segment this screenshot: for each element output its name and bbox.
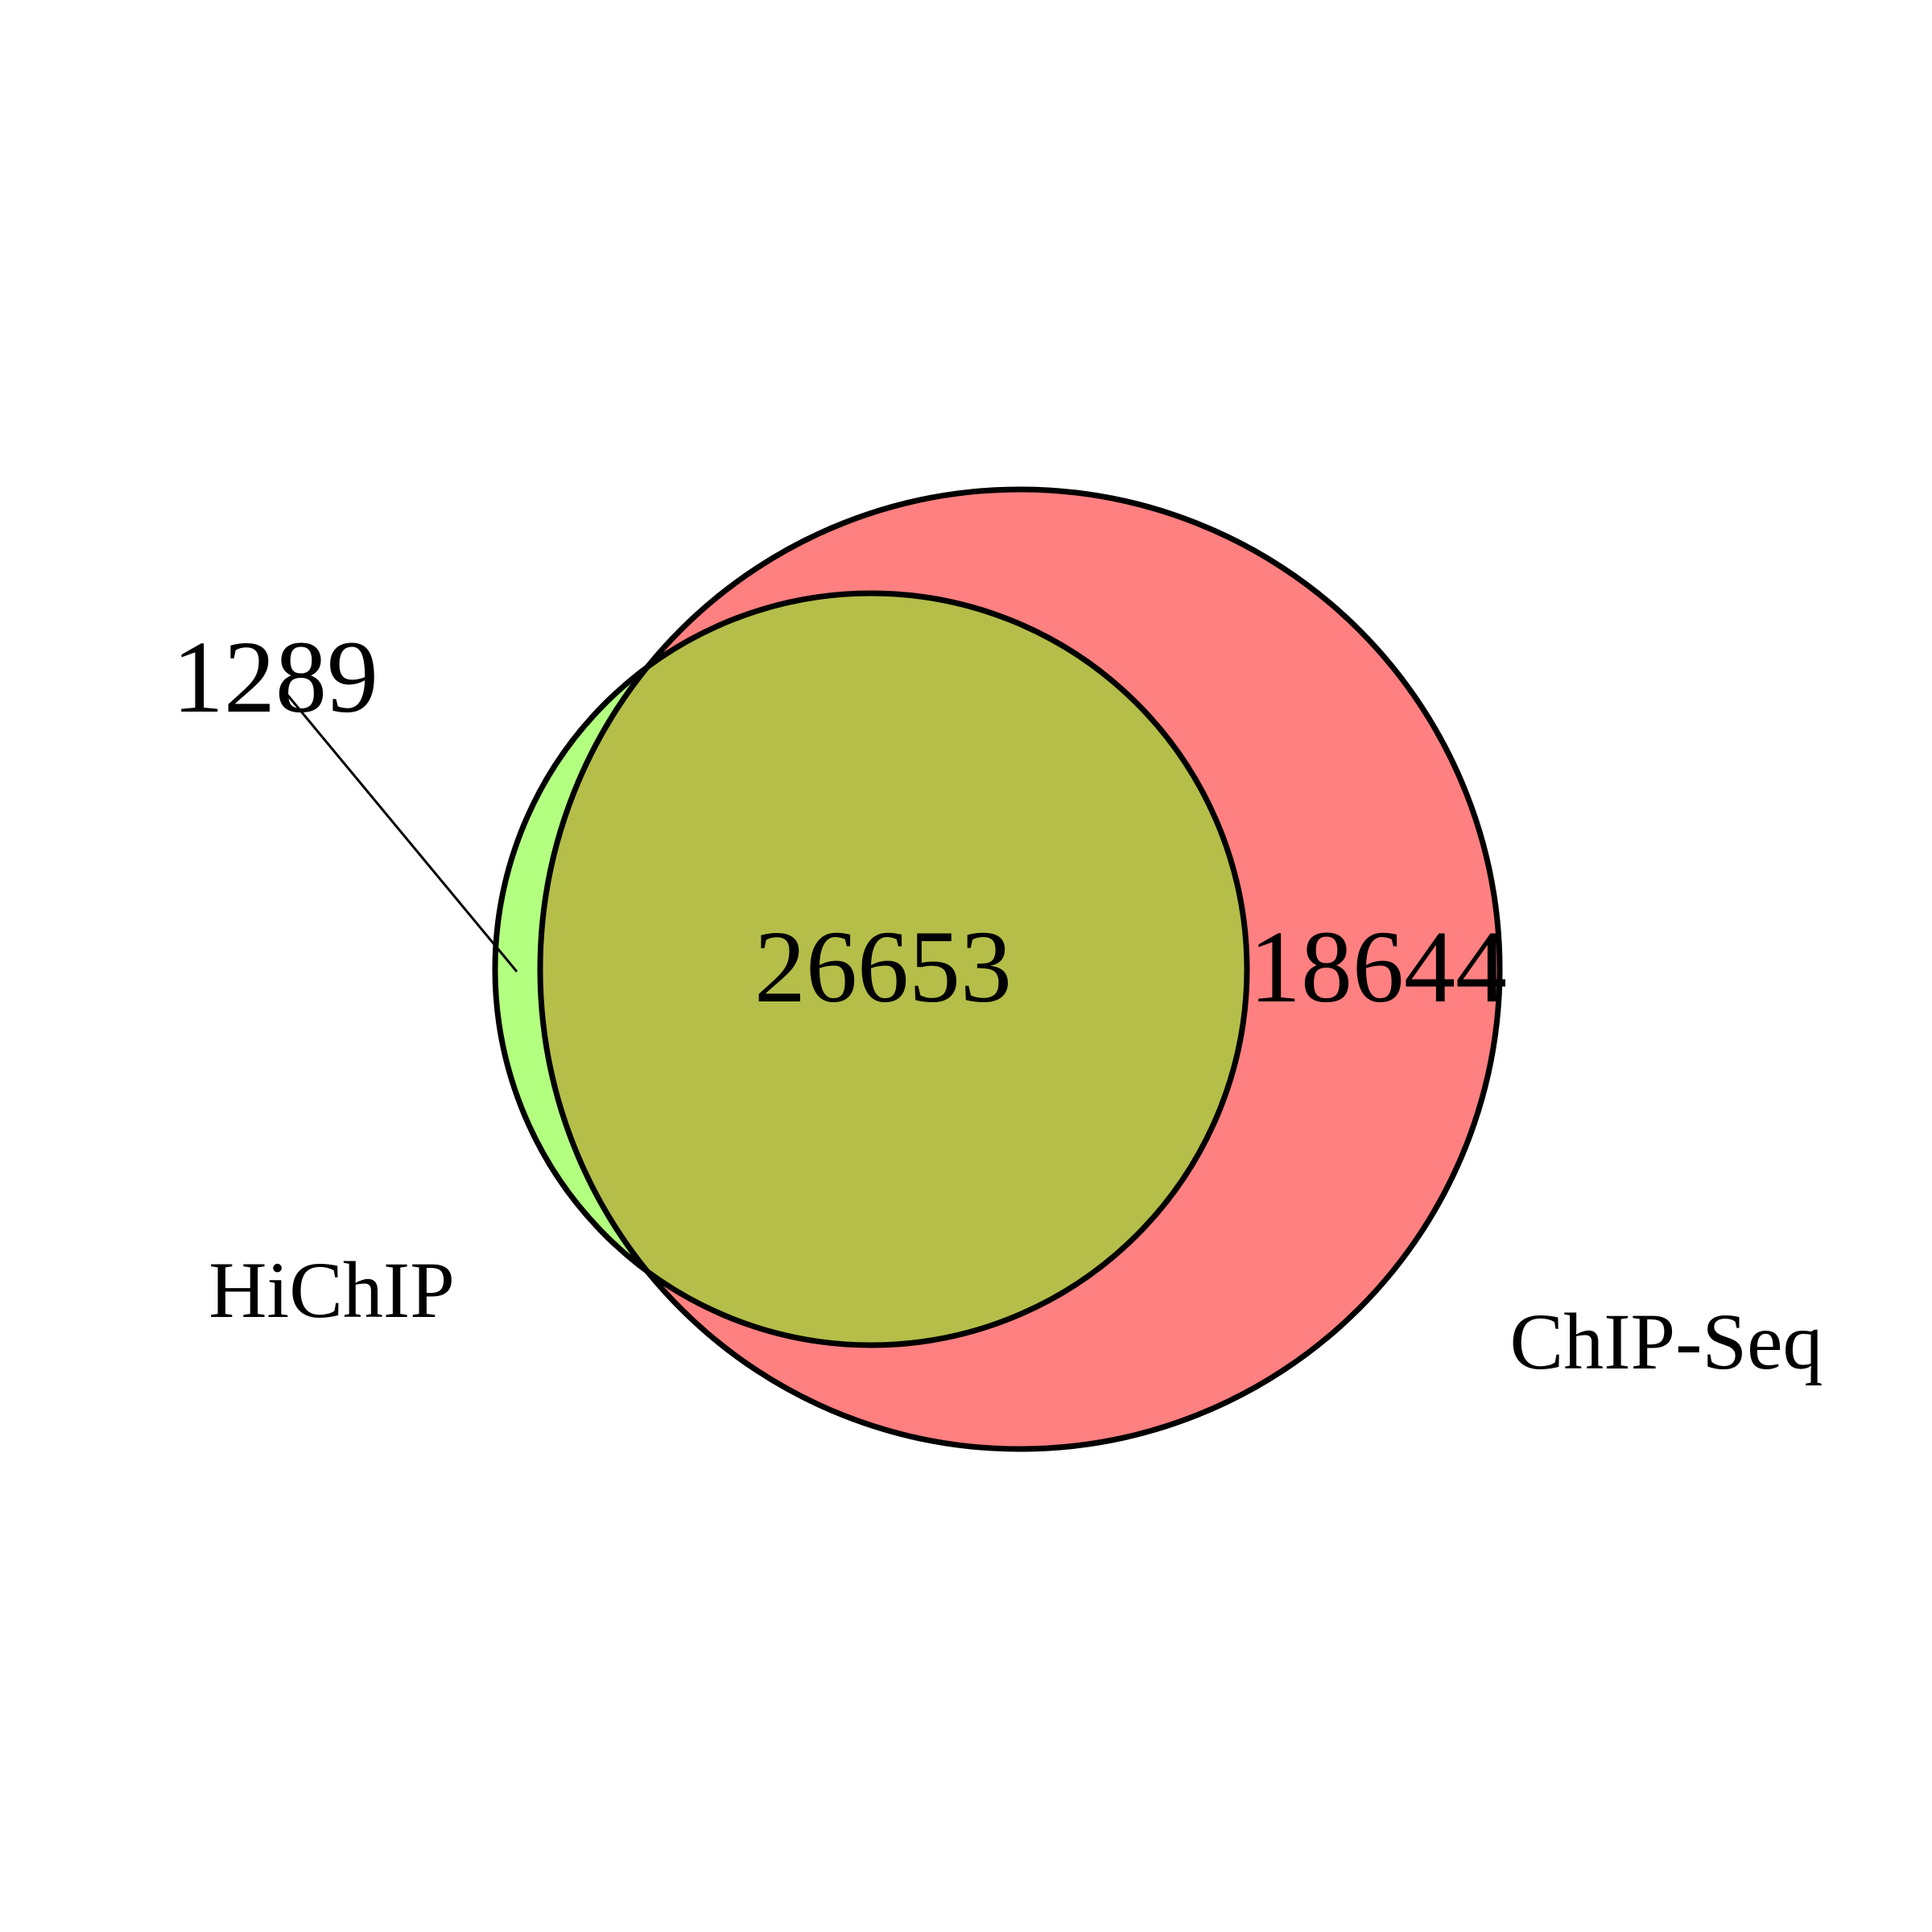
hichip-only-leader-line (285, 693, 518, 972)
chipseq-only-count: 18644 (1249, 910, 1507, 1024)
overlap-region (540, 593, 1247, 1345)
hichip-only-count: 1289 (172, 620, 378, 734)
overlap-count: 26653 (754, 910, 1012, 1024)
hichip-set-label: HiChIP (208, 1245, 455, 1335)
hichip-outline (492, 590, 1250, 1348)
chipseq-set-label: ChIP-Seq (1510, 1297, 1823, 1386)
chipseq-outline (537, 486, 1503, 1452)
